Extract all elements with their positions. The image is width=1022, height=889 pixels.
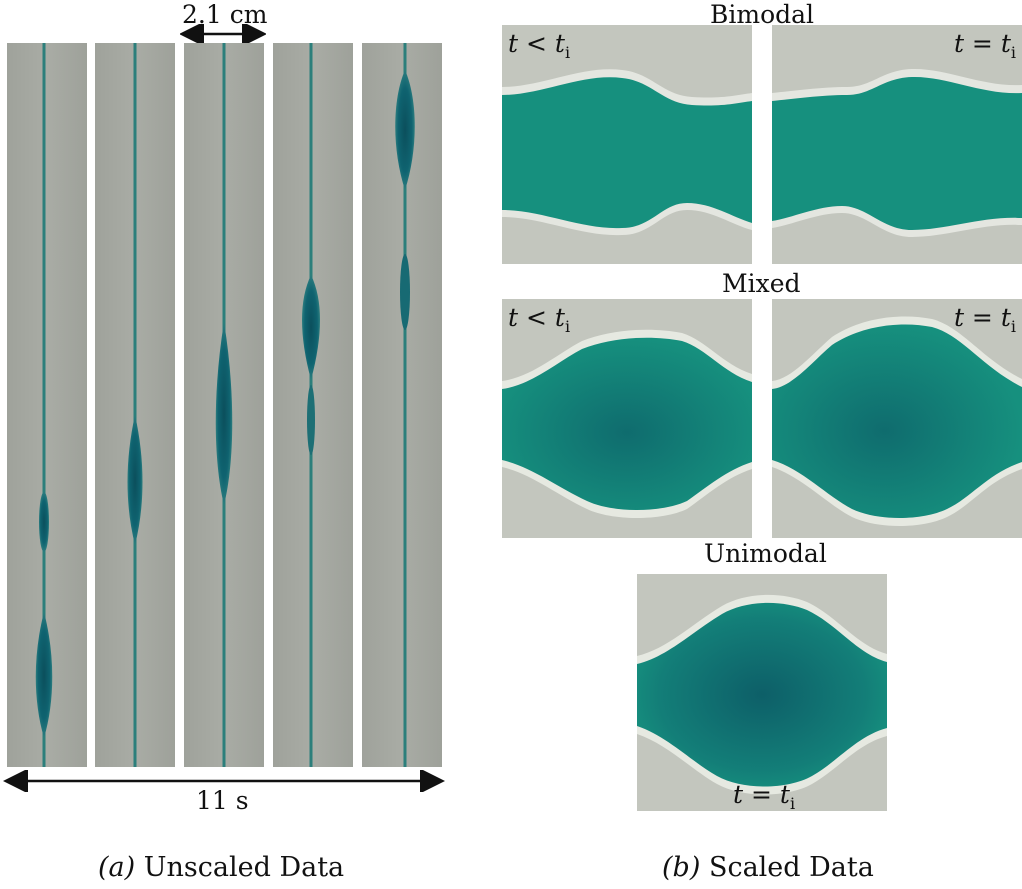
caption-letter: (b) bbox=[662, 852, 701, 883]
strip-group bbox=[7, 43, 442, 767]
mixed-left-label: t < ti bbox=[508, 303, 571, 336]
bimodal-photo-right: t = ti bbox=[772, 25, 1022, 264]
caption-a: (a) Unscaled Data bbox=[98, 852, 344, 883]
bimodal-left-label: t < ti bbox=[508, 29, 571, 62]
mixed-photo-left: t < ti bbox=[502, 299, 752, 538]
mixed-right-label: t = ti bbox=[953, 303, 1016, 336]
droplet bbox=[395, 70, 415, 190]
caption-text: Scaled Data bbox=[708, 852, 874, 883]
mixed-photo-right: t = ti bbox=[772, 299, 1022, 538]
mixed-title: Mixed bbox=[722, 269, 801, 298]
droplet bbox=[39, 492, 49, 552]
scale-bar-label: 2.1 cm bbox=[182, 0, 268, 29]
droplet bbox=[307, 385, 315, 455]
bimodal-title: Bimodal bbox=[710, 0, 815, 29]
droplet bbox=[302, 275, 320, 380]
strip-5 bbox=[362, 43, 442, 767]
caption-letter: (a) bbox=[98, 852, 136, 883]
unimodal-title: Unimodal bbox=[704, 539, 827, 568]
strip-4 bbox=[273, 43, 353, 767]
bimodal-right-label: t = ti bbox=[953, 29, 1016, 62]
panel-a: 2.1 cm bbox=[0, 0, 460, 889]
unimodal-photo: t = ti bbox=[637, 574, 887, 811]
strip-2 bbox=[95, 43, 175, 767]
strip-3 bbox=[184, 43, 264, 767]
time-label: 11 s bbox=[196, 786, 249, 815]
strip-1 bbox=[7, 43, 87, 767]
panel-b: Bimodal t < ti t = ti Mixed bbox=[480, 0, 1022, 889]
droplet bbox=[400, 254, 410, 330]
caption-b: (b) Scaled Data bbox=[662, 852, 874, 883]
droplet bbox=[35, 612, 53, 738]
droplet bbox=[215, 322, 233, 505]
droplet bbox=[127, 415, 143, 545]
scale-bar-arrow bbox=[180, 24, 266, 44]
caption-text: Unscaled Data bbox=[143, 852, 345, 883]
time-arrow bbox=[3, 770, 445, 792]
unimodal-bottom-label: t = ti bbox=[733, 780, 796, 811]
bimodal-photo-left: t < ti bbox=[502, 25, 752, 264]
